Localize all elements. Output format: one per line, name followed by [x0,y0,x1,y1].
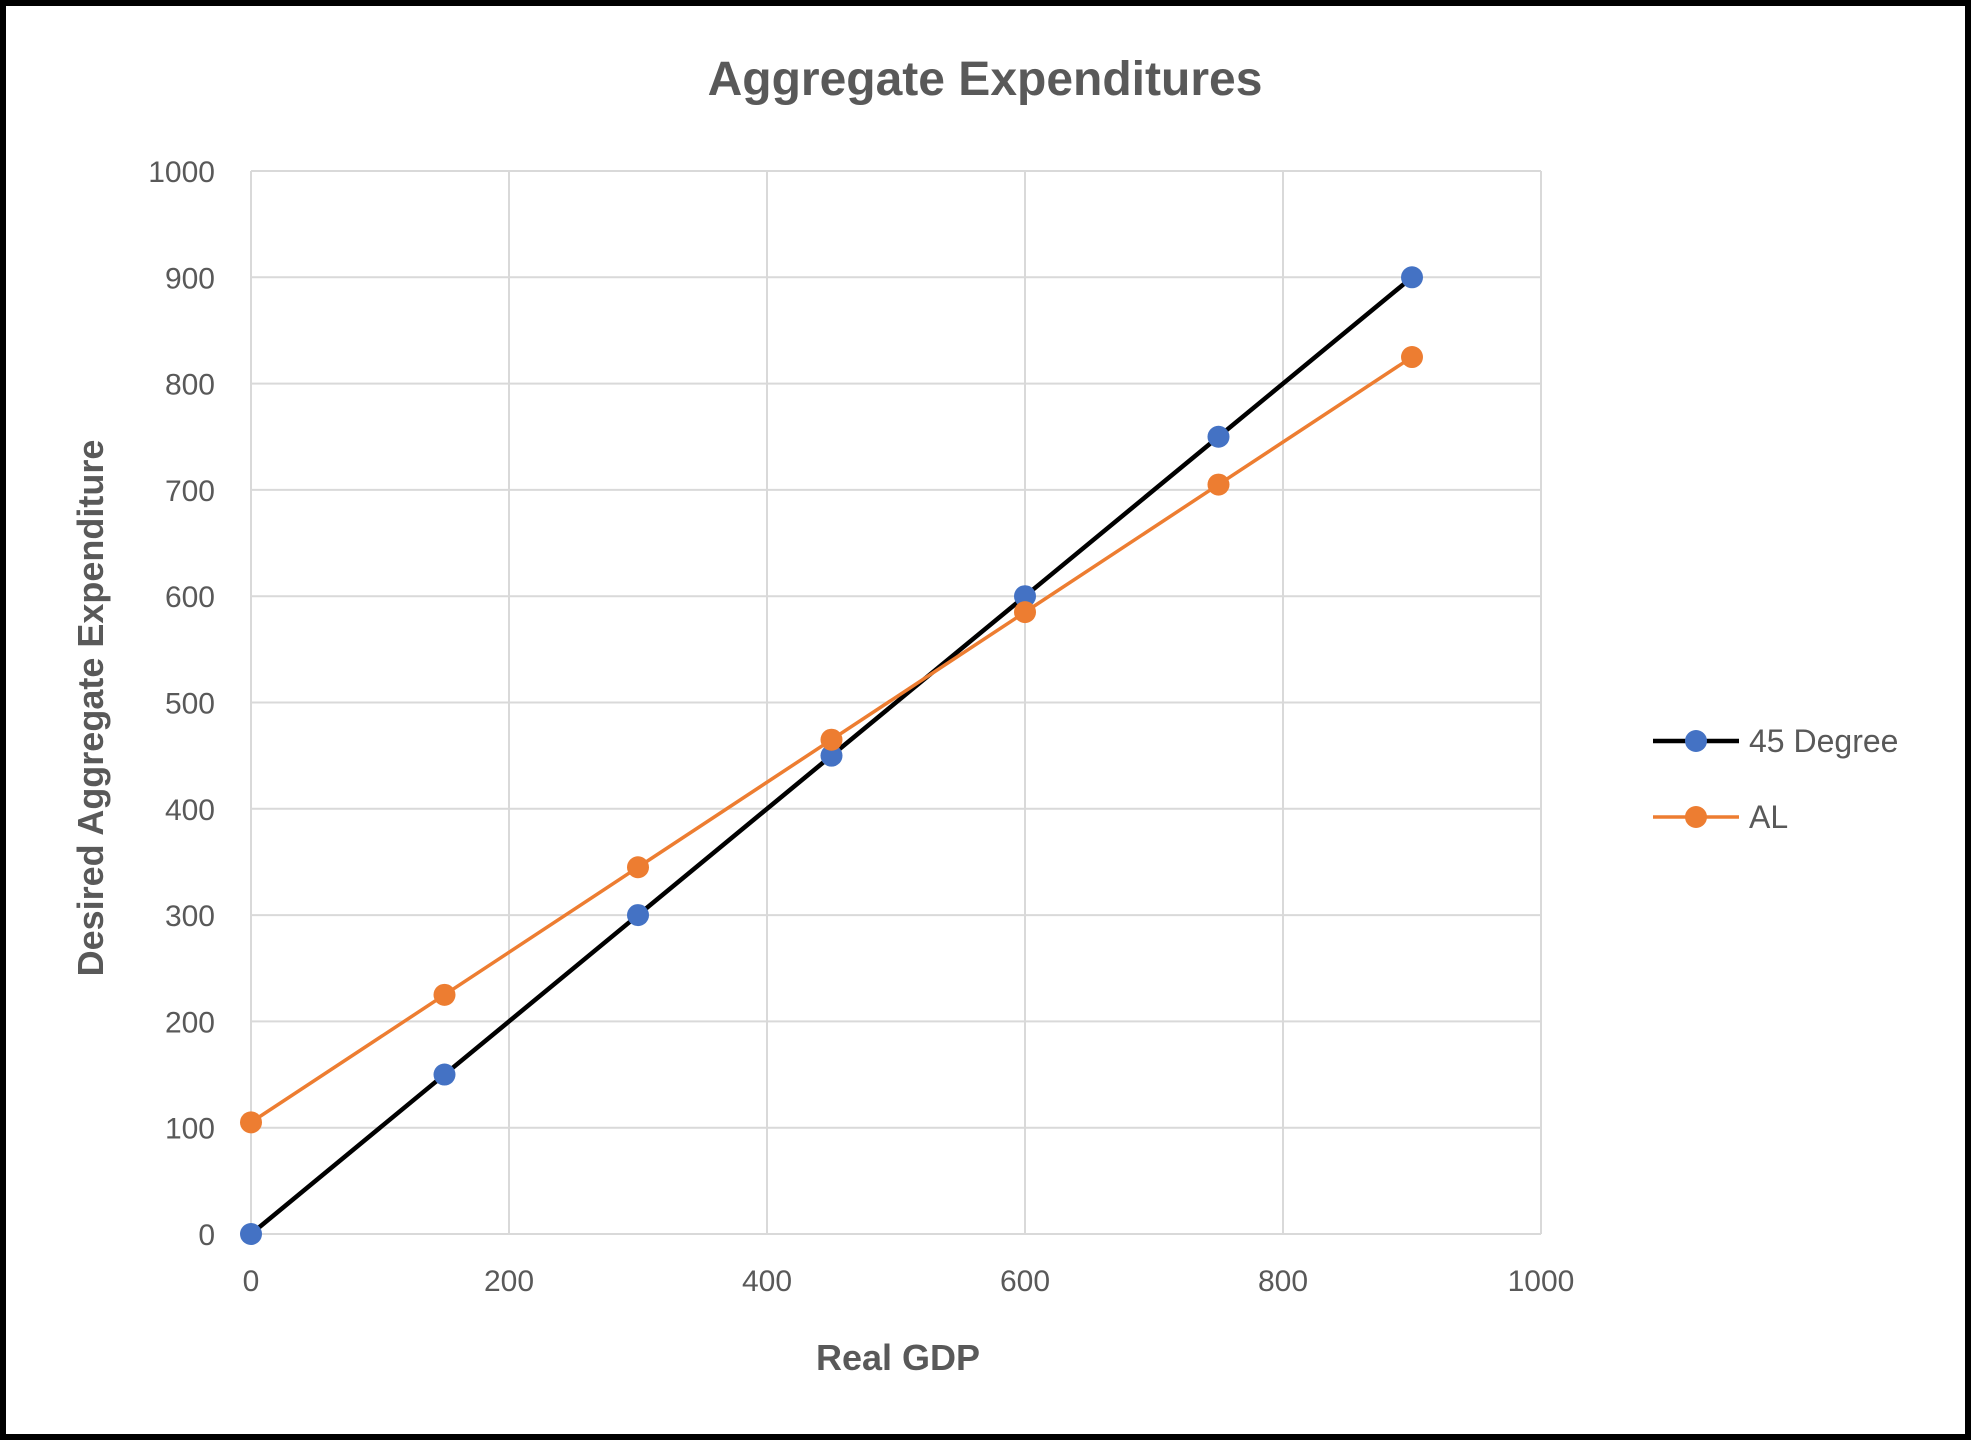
x-tick-label: 1000 [1508,1265,1575,1298]
legend: 45 Degree AL [1653,723,1898,835]
data-point-al [1014,601,1036,624]
data-point-45-degree [1207,425,1230,448]
data-point-al [1401,346,1423,369]
y-tick-label: 900 [165,262,215,295]
chart-title: Aggregate Expenditures [708,53,1263,106]
data-point-45-degree [1401,266,1423,289]
chart-area [6,6,1965,1434]
grid-layer [250,170,1542,1235]
data-point-45-degree [240,1223,262,1245]
data-point-45-degree [1014,585,1036,608]
y-tick-label: 700 [165,475,215,508]
legend-marker-al [1685,806,1707,828]
y-tick-label: 100 [165,1113,215,1146]
legend-label-al: AL [1749,799,1788,835]
y-tick-label: 200 [165,1006,215,1039]
tick-labels: 0 200 400 600 800 1000 0 100 200 300 400 500 600 700 8… [148,156,1574,1298]
data-point-45-degree [627,904,649,927]
series-layer [240,266,1423,1245]
y-tick-label: 500 [165,688,215,721]
y-tick-label: 300 [165,900,215,933]
x-tick-label: 400 [742,1265,792,1298]
x-tick-label: 200 [484,1265,534,1298]
data-point-al [820,728,843,751]
data-point-al [240,1111,262,1134]
y-axis-label: Desired Aggregate Expenditure [70,440,111,977]
y-tick-label: 600 [165,581,215,614]
x-tick-label: 600 [1000,1265,1050,1298]
legend-marker-45-degree [1685,730,1707,752]
legend-label-45-degree: 45 Degree [1749,723,1898,759]
x-tick-label: 800 [1258,1265,1308,1298]
data-point-al [627,856,649,879]
x-axis-label: Real GDP [816,1337,980,1378]
y-tick-label: 800 [165,369,215,402]
data-point-al [1207,473,1230,496]
data-point-45-degree [433,1063,456,1086]
y-tick-label: 1000 [148,156,215,189]
data-point-al [433,983,456,1006]
x-tick-label: 0 [243,1265,260,1298]
y-tick-label: 400 [165,794,215,827]
data-point-45-degree [820,744,843,767]
y-tick-label: 0 [198,1219,215,1252]
